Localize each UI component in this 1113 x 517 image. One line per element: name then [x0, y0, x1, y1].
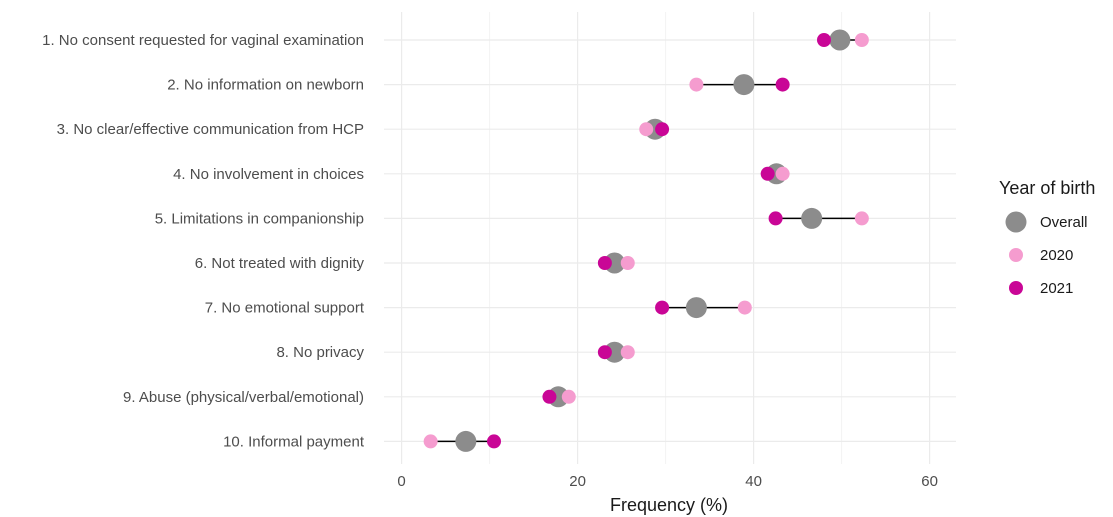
x-tick-labels: 0 20 40 60: [397, 473, 938, 490]
point-2020: [561, 389, 576, 404]
category-label: 9. Abuse (physical/verbal/emotional): [123, 389, 364, 406]
data-points: [423, 29, 869, 452]
category-label: 6. Not treated with dignity: [195, 255, 365, 272]
x-tick-label: 0: [397, 473, 405, 490]
point-overall: [733, 74, 755, 96]
point-2020: [775, 166, 790, 181]
point-2021: [768, 211, 783, 226]
point-2021: [655, 300, 670, 315]
point-2020: [620, 256, 635, 270]
point-2021: [542, 389, 557, 404]
point-2021: [775, 77, 790, 92]
point-overall: [685, 297, 707, 319]
category-label: 4. No involvement in choices: [173, 166, 364, 183]
point-2021: [487, 434, 501, 449]
legend-label-2021: 2021: [1040, 280, 1073, 297]
category-label: 1. No consent requested for vaginal exam…: [42, 32, 364, 49]
point-2020: [639, 122, 654, 137]
point-2020: [737, 300, 752, 315]
point-2021: [597, 345, 612, 360]
x-tick-label: 40: [745, 473, 762, 490]
legend-label-2020: 2020: [1040, 247, 1073, 264]
point-overall: [801, 207, 823, 229]
point-2021: [817, 33, 831, 47]
category-label: 8. No privacy: [276, 344, 364, 361]
legend-swatch-2021: [1009, 281, 1023, 295]
category-label: 10. Informal payment: [223, 433, 365, 450]
category-label: 3. No clear/effective communication from…: [57, 121, 364, 138]
point-2020: [620, 345, 635, 360]
range-segments: [430, 39, 862, 443]
point-2020: [689, 77, 704, 92]
point-2020: [423, 434, 438, 449]
point-overall: [829, 29, 851, 51]
x-tick-label: 20: [569, 473, 586, 490]
point-2020: [854, 33, 869, 47]
legend-label-overall: Overall: [1040, 214, 1088, 231]
category-labels: 1. No consent requested for vaginal exam…: [42, 32, 365, 450]
legend-swatch-overall: [1005, 211, 1027, 233]
legend-swatch-2020: [1009, 248, 1023, 262]
x-axis-title: Frequency (%): [610, 495, 728, 515]
legend-title: Year of birth: [999, 178, 1095, 198]
category-label: 5. Limitations in companionship: [155, 210, 364, 227]
x-tick-label: 60: [921, 473, 938, 490]
category-label: 7. No emotional support: [205, 300, 365, 317]
point-2020: [854, 211, 869, 226]
point-2021: [597, 256, 612, 270]
point-2021: [655, 122, 670, 137]
legend: Year of birth Overall 2020 2021: [999, 178, 1095, 297]
point-2021: [760, 166, 775, 181]
legend-items: Overall 2020 2021: [1005, 211, 1088, 297]
point-overall: [455, 430, 477, 452]
category-label: 2. No information on newborn: [167, 77, 364, 94]
grid: [384, 12, 956, 464]
